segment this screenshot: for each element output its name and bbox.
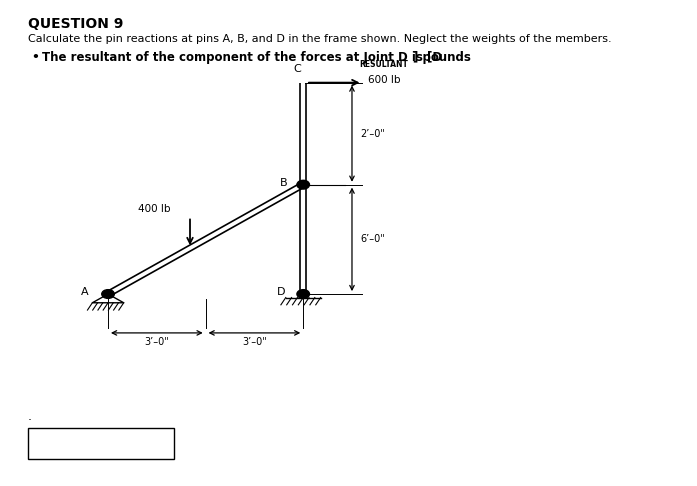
- Text: QUESTION 9: QUESTION 9: [28, 17, 123, 31]
- FancyBboxPatch shape: [28, 428, 174, 459]
- Text: 400 lb: 400 lb: [138, 204, 170, 214]
- Text: C: C: [293, 64, 302, 74]
- Text: .: .: [28, 410, 32, 423]
- Text: The resultant of the component of the forces at Joint D is [D: The resultant of the component of the fo…: [42, 51, 442, 64]
- Text: Calculate the pin reactions at pins A, B, and D in the frame shown. Neglect the : Calculate the pin reactions at pins A, B…: [28, 34, 611, 44]
- Text: A: A: [81, 287, 89, 297]
- Text: •: •: [31, 51, 39, 64]
- Text: B: B: [280, 178, 288, 188]
- Circle shape: [102, 290, 114, 298]
- Text: RESULTANT: RESULTANT: [360, 60, 408, 69]
- Text: 3’–0": 3’–0": [242, 337, 267, 347]
- Circle shape: [297, 290, 309, 298]
- Text: ] pounds: ] pounds: [413, 51, 471, 64]
- Text: D: D: [277, 287, 286, 297]
- Text: 600 lb: 600 lb: [368, 75, 401, 85]
- Text: 6’–0": 6’–0": [360, 234, 385, 244]
- Text: 3’–0": 3’–0": [144, 337, 169, 347]
- Text: 2’–0": 2’–0": [360, 129, 385, 139]
- Circle shape: [297, 180, 309, 189]
